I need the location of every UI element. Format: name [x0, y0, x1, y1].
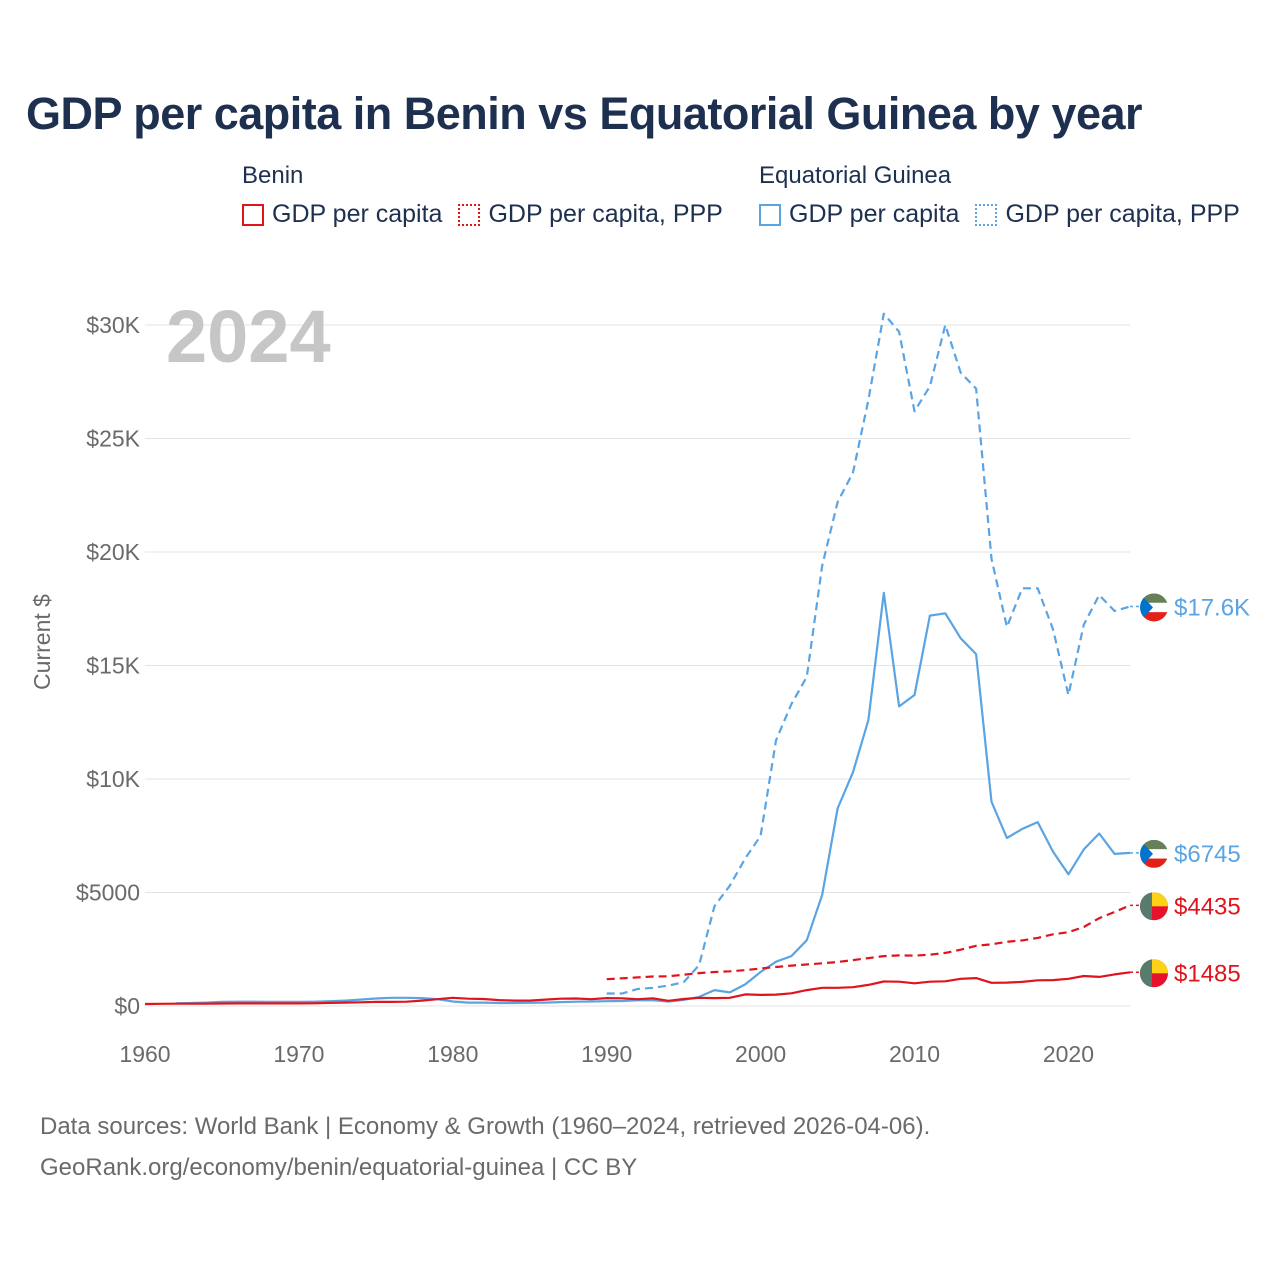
equatorial-guinea-flag-icon — [1130, 593, 1168, 622]
end-value-label: $1485 — [1174, 960, 1241, 987]
series-line-1[interactable] — [175, 591, 1131, 1005]
y-tick-label: $15K — [86, 653, 140, 679]
chart-title: GDP per capita in Benin vs Equatorial Gu… — [26, 88, 1143, 139]
x-tick-label: 2020 — [1043, 1041, 1094, 1067]
y-tick-label: $0 — [114, 993, 140, 1019]
y-tick-label: $30K — [86, 312, 140, 338]
x-tick-label: 1990 — [581, 1041, 632, 1067]
legend-group-name: Equatorial Guinea — [759, 162, 952, 189]
series-line-3[interactable] — [144, 971, 1131, 1006]
legend-group-benin: Benin GDP per capita GDP per capita, PPP — [242, 162, 739, 229]
series-lines — [144, 312, 1131, 1006]
x-tick-label: 2000 — [735, 1041, 786, 1067]
x-tick-label: 2010 — [889, 1041, 940, 1067]
benin-flag-icon — [1130, 892, 1168, 921]
y-axis-label: Current $ — [29, 594, 55, 690]
x-tick-label: 1980 — [427, 1041, 478, 1067]
benin-flag-icon — [1130, 959, 1168, 988]
y-tick-label: $20K — [86, 539, 140, 565]
legend-label: GDP per capita, PPP — [1005, 200, 1240, 228]
legend-swatch-dotted — [975, 203, 998, 226]
year-label: 2024 — [166, 295, 331, 378]
series-line-0[interactable] — [606, 312, 1131, 995]
y-tick-label: $10K — [86, 766, 140, 792]
end-markers: $17.6K $6745 $4435 $1485 — [1130, 593, 1250, 988]
legend-item-eqguinea-gdp[interactable]: GDP per capita — [759, 200, 959, 229]
legend-label: GDP per capita — [789, 200, 960, 228]
y-tick-label: $5000 — [76, 880, 140, 906]
gridlines — [145, 324, 1130, 1007]
x-axis: 1960 1970 1980 1990 2000 2010 2020 — [119, 1041, 1094, 1067]
legend-swatch-dotted — [458, 203, 481, 226]
end-value-label: $17.6K — [1174, 594, 1250, 621]
footer: Data sources: World Bank | Economy & Gro… — [40, 1106, 930, 1188]
x-tick-label: 1960 — [119, 1041, 170, 1067]
y-tick-label: $25K — [86, 426, 140, 452]
series-line-2[interactable] — [606, 904, 1131, 981]
data-source-note: Data sources: World Bank | Economy & Gro… — [40, 1113, 931, 1140]
end-value-label: $6745 — [1174, 841, 1241, 868]
legend-item-benin-gdp[interactable]: GDP per capita — [242, 200, 442, 229]
source-link[interactable]: GeoRank.org/economy/benin/equatorial-gui… — [40, 1154, 638, 1181]
y-axis: $0 $5000 $10K $15K $20K $25K $30K — [76, 312, 141, 1019]
x-tick-label: 1970 — [273, 1041, 324, 1067]
legend-item-benin-gdp-ppp[interactable]: GDP per capita, PPP — [458, 200, 723, 229]
legend-swatch-solid — [759, 203, 781, 226]
end-value-label: $4435 — [1174, 893, 1241, 920]
legend-swatch-solid — [242, 203, 264, 226]
legend-item-eqguinea-gdp-ppp[interactable]: GDP per capita, PPP — [975, 200, 1240, 229]
legend-label: GDP per capita, PPP — [488, 200, 723, 228]
legend-group-name: Benin — [242, 162, 304, 189]
legend-label: GDP per capita — [272, 200, 443, 228]
legend-group-equatorial-guinea: Equatorial Guinea GDP per capita GDP per… — [759, 162, 1256, 229]
equatorial-guinea-flag-icon — [1130, 839, 1168, 868]
